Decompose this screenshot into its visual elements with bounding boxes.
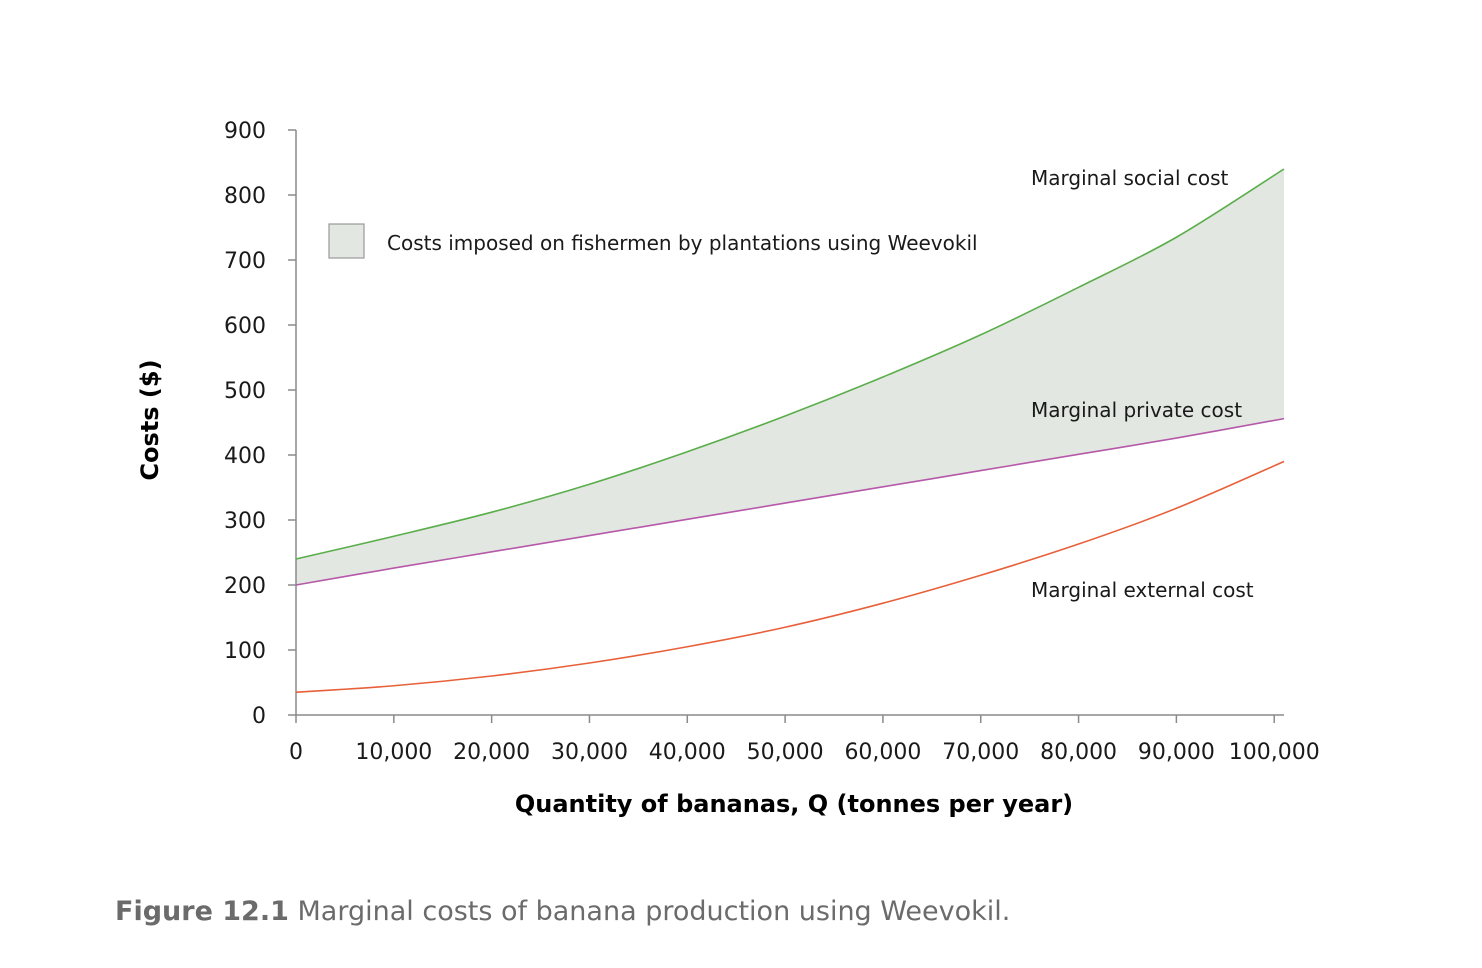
y-tick-label: 400	[224, 444, 266, 469]
x-tick-label: 0	[289, 740, 303, 765]
figure-caption: Figure 12.1 Marginal costs of banana pro…	[115, 896, 1010, 927]
y-tick-label: 100	[224, 639, 266, 664]
x-tick-label: 80,000	[1040, 740, 1117, 765]
x-axis-label: Quantity of bananas, Q (tonnes per year)	[515, 790, 1073, 818]
figure-caption-text: Marginal costs of banana production usin…	[297, 896, 1011, 927]
x-tick-label: 20,000	[453, 740, 530, 765]
y-tick-label: 900	[224, 119, 266, 144]
marginal-external-cost-label: Marginal external cost	[1031, 578, 1254, 602]
marginal-social-cost-curve	[295, 168, 1285, 560]
y-tick-label: 700	[224, 249, 266, 274]
x-tick-label: 30,000	[551, 740, 628, 765]
x-tick-label: 40,000	[649, 740, 726, 765]
marginal-social-cost-label: Marginal social cost	[1031, 166, 1229, 190]
plot-area: 0 100 200 300 400 500 600 700 800 900 0 10,000 20,00…	[224, 119, 1320, 765]
marginal-private-cost-label: Marginal private cost	[1031, 398, 1242, 422]
y-tick-label: 200	[224, 574, 266, 599]
legend-swatch	[328, 223, 365, 259]
x-tick-label: 10,000	[355, 740, 432, 765]
marginal-external-cost-curve	[295, 460, 1285, 694]
y-axis-label: Costs ($)	[136, 359, 164, 480]
y-tick-label: 800	[224, 184, 266, 209]
x-tick-label: 100,000	[1229, 740, 1320, 765]
x-tick-label: 70,000	[942, 740, 1019, 765]
x-tick-label: 60,000	[844, 740, 921, 765]
y-tick-label: 0	[252, 704, 266, 729]
figure-number: Figure 12.1	[115, 896, 289, 927]
x-tick-label: 90,000	[1138, 740, 1215, 765]
legend-label: Costs imposed on fishermen by plantation…	[387, 231, 978, 255]
y-tick-label: 300	[224, 509, 266, 534]
chart: 0 100 200 300 400 500 600 700 800 900 0 10,000 20,00…	[136, 119, 1320, 818]
y-tick-label: 600	[224, 314, 266, 339]
x-tick-label: 50,000	[747, 740, 824, 765]
y-tick-label: 500	[224, 379, 266, 404]
marginal-private-cost-curve	[295, 417, 1285, 586]
